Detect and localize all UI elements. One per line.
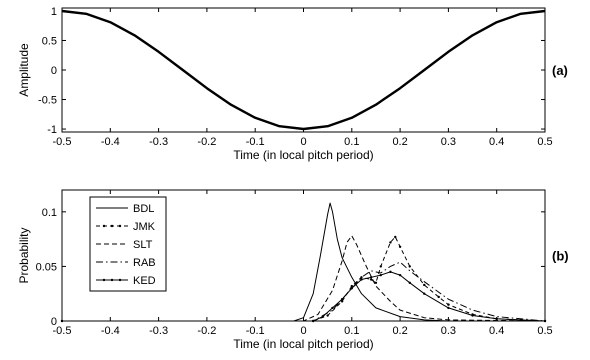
series-point — [543, 319, 547, 323]
series-line-jmk — [62, 236, 546, 322]
series-point — [350, 284, 353, 288]
series-point — [447, 303, 450, 306]
panel-label-a: (a) — [552, 63, 568, 78]
series-point — [311, 319, 315, 323]
legend-swatch-point — [102, 224, 106, 228]
legend-swatch-point — [102, 278, 106, 282]
x-tick-label: -0.2 — [197, 325, 216, 337]
legend-label-rab: RAB — [133, 257, 156, 269]
x-tick-label: 0.5 — [537, 136, 552, 148]
x-tick-label: 0 — [300, 325, 306, 337]
series-point — [350, 287, 353, 290]
x-tick-label: 0.1 — [344, 325, 359, 337]
series-point — [331, 306, 334, 310]
series-point — [360, 278, 363, 281]
series-point — [321, 315, 325, 318]
x-tick-label: 0.2 — [392, 136, 407, 148]
x-tick-label: 0.3 — [441, 136, 456, 148]
x-tick-label: -0.1 — [246, 325, 265, 337]
y-tick-label: -0.5 — [38, 95, 57, 107]
series-point — [340, 300, 344, 303]
y-tick-label: 0 — [51, 65, 57, 77]
series-point — [423, 283, 426, 287]
x-tick-label: -0.5 — [53, 325, 72, 337]
series-point — [437, 295, 440, 299]
legend-swatch-point — [110, 278, 114, 282]
x-tick-label: -0.1 — [246, 136, 265, 148]
x-axis-label: Time (in local pitch period) — [233, 337, 373, 351]
x-tick-label: 0.1 — [344, 136, 359, 148]
series-point — [408, 265, 411, 268]
series-point — [360, 276, 363, 279]
plot-frame-a — [61, 7, 546, 133]
series-point — [379, 265, 382, 268]
series-point — [374, 281, 378, 284]
legend-swatch-point — [110, 224, 114, 228]
legend-box — [89, 196, 167, 292]
series-point — [495, 317, 498, 321]
series-point — [379, 273, 382, 277]
x-tick-label: -0.3 — [149, 136, 168, 148]
series-point — [471, 314, 474, 317]
series-point — [398, 273, 402, 277]
series-point — [398, 245, 402, 248]
y-tick-label: 0 — [51, 316, 57, 328]
series-point — [408, 281, 411, 284]
series-point — [447, 306, 450, 310]
series-line — [61, 9, 546, 131]
legend-label-slt: SLT — [133, 239, 153, 251]
series-point — [369, 278, 373, 281]
x-tick-label: -0.4 — [101, 136, 120, 148]
series-point — [340, 297, 344, 301]
y-axis-label: Amplitude — [17, 43, 31, 97]
series-point — [60, 319, 64, 323]
y-tick-label: 1 — [51, 6, 57, 18]
y-tick-label: 0.05 — [36, 261, 57, 273]
series-point — [423, 292, 426, 295]
y-tick-label: 0.5 — [42, 35, 57, 47]
y-tick-label: -1 — [47, 124, 57, 136]
chart-panel-b: -0.5 -0.4 -0.3 -0.2 -0.1 0 0.1 0.2 0.3 0.4 0.5 0 0.0… — [17, 189, 569, 351]
series-line-bdl — [62, 202, 545, 322]
legend-label-jmk: JMK — [133, 221, 156, 233]
series-line-rab — [62, 261, 546, 322]
x-tick-label: -0.5 — [53, 136, 72, 148]
series-point — [389, 270, 392, 274]
series-point — [369, 276, 373, 279]
panel-label-b: (b) — [552, 249, 569, 264]
x-axis-label: Time (in local pitch period) — [233, 148, 373, 162]
x-tick-label: -0.4 — [101, 325, 120, 337]
series-line-slt — [62, 235, 546, 322]
x-tick-label: 0.4 — [489, 325, 504, 337]
x-tick-label: 0.4 — [489, 136, 504, 148]
y-axis-label: Probability — [17, 227, 31, 283]
series-point — [389, 241, 392, 244]
chart-panel-a: -0.5 -0.4 -0.3 -0.2 -0.1 0 0.1 0.2 0.3 0.4 0.5 1 0.5… — [17, 6, 568, 162]
x-tick-label: 0 — [300, 136, 306, 148]
x-tick-label: -0.3 — [149, 325, 168, 337]
legend-label-ked: KED — [133, 275, 156, 287]
legend: BDL JMK SLT RAB KED — [89, 196, 167, 292]
x-tick-label: 0.2 — [392, 325, 407, 337]
x-tick-label: 0.3 — [441, 325, 456, 337]
legend-swatch-point — [118, 278, 122, 282]
x-tick-label: -0.2 — [197, 136, 216, 148]
y-tick-label: 0.1 — [42, 207, 57, 219]
x-tick-label: 0.5 — [537, 325, 552, 337]
series-point — [326, 314, 329, 317]
legend-swatch-point — [118, 224, 122, 228]
series-point — [394, 235, 397, 239]
legend-label-bdl: BDL — [133, 203, 154, 215]
